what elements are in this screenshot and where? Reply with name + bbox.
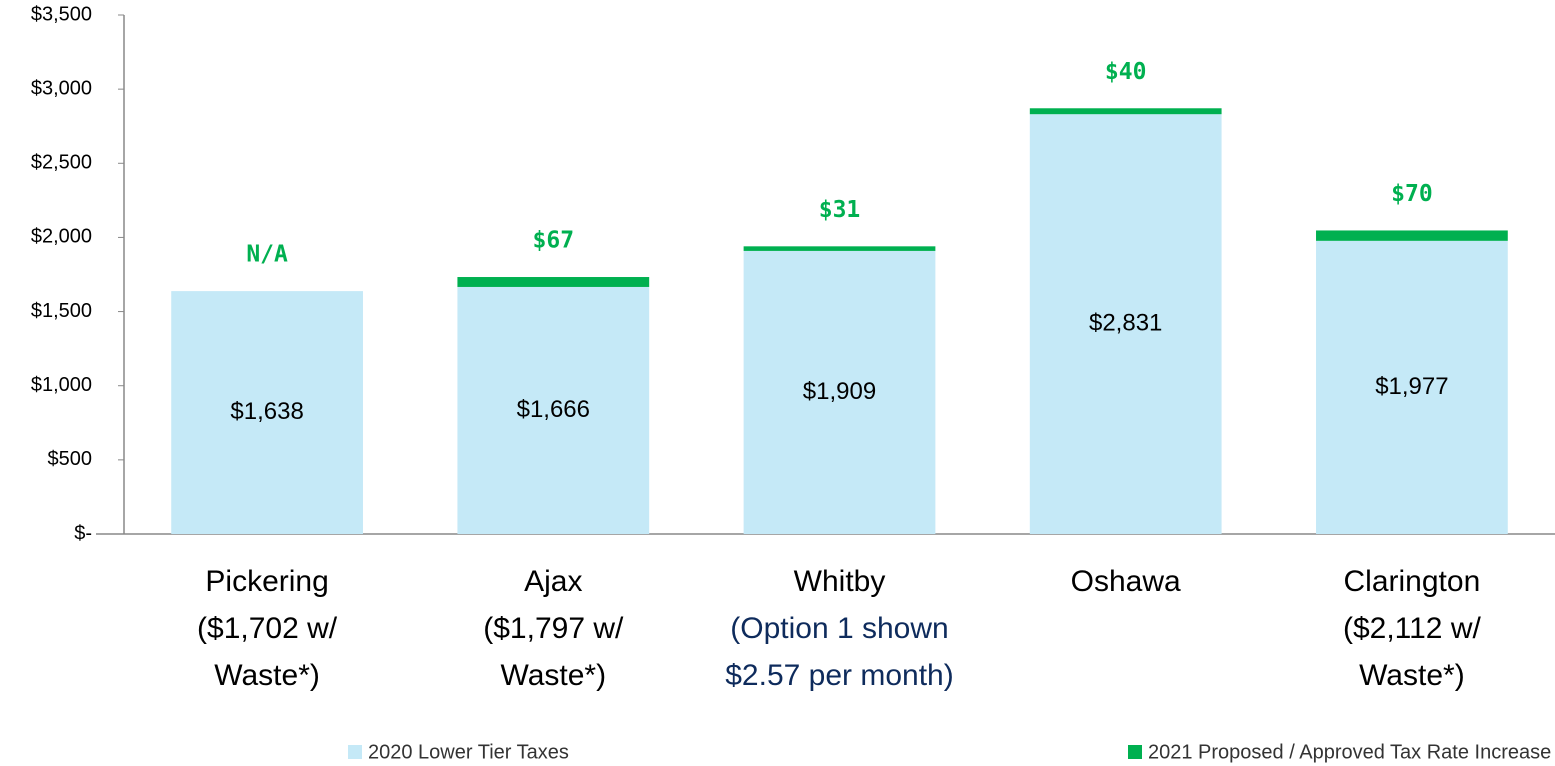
bar-value-label: $1,638 [230,398,303,425]
y-tick-label: $2,500 [31,152,92,174]
bar-segment [457,286,650,534]
x-tick-note: $2.57 per month) [725,659,953,692]
increase-label: N/A [246,242,288,268]
x-tick-label: ($1,797 w/ [483,612,624,645]
bar-segment [171,291,363,534]
x-tick-label: Waste*) [1359,659,1465,692]
bar-value-label: $1,909 [803,378,876,405]
y-tick-label: $1,000 [31,374,92,396]
legend-swatch [348,745,362,759]
x-tick-label: Whitby [794,565,886,598]
legend-label: 2021 Proposed / Approved Tax Rate Increa… [1148,741,1551,763]
bar-segment [1029,114,1222,535]
x-tick-label: Oshawa [1071,565,1181,598]
x-tick-label: Ajax [524,565,582,598]
y-tick-label: $- [74,522,92,544]
bar-segment [457,277,650,287]
y-tick-label: $3,500 [31,3,92,25]
y-tick-label: $1,500 [31,300,92,322]
x-tick-label: Clarington [1344,565,1481,598]
y-tick-label: $2,000 [31,226,92,248]
x-tick-label: Waste*) [501,659,607,692]
increase-label: $31 [819,197,861,223]
bar-segment [1029,108,1222,115]
legend-label: 2020 Lower Tier Taxes [368,741,569,763]
x-tick-label: Waste*) [214,659,320,692]
y-tick-label: $3,000 [31,77,92,99]
bar-segment [1316,240,1508,534]
increase-label: $40 [1105,59,1147,85]
bar-segment [1316,230,1508,241]
bar-value-label: $1,977 [1375,373,1448,400]
increase-label: $67 [533,228,575,254]
bar-segment [743,250,936,534]
x-tick-label: ($1,702 w/ [197,612,338,645]
x-tick-label: ($2,112 w/ [1343,612,1482,645]
legend-swatch [1128,745,1142,759]
x-tick-label: Pickering [205,565,328,598]
bar-value-label: $2,831 [1089,309,1162,336]
x-tick-note: (Option 1 shown [730,612,948,645]
increase-label: $70 [1391,181,1433,207]
y-tick-label: $500 [48,448,93,470]
bar-segment [743,246,936,251]
bar-value-label: $1,666 [517,396,590,423]
